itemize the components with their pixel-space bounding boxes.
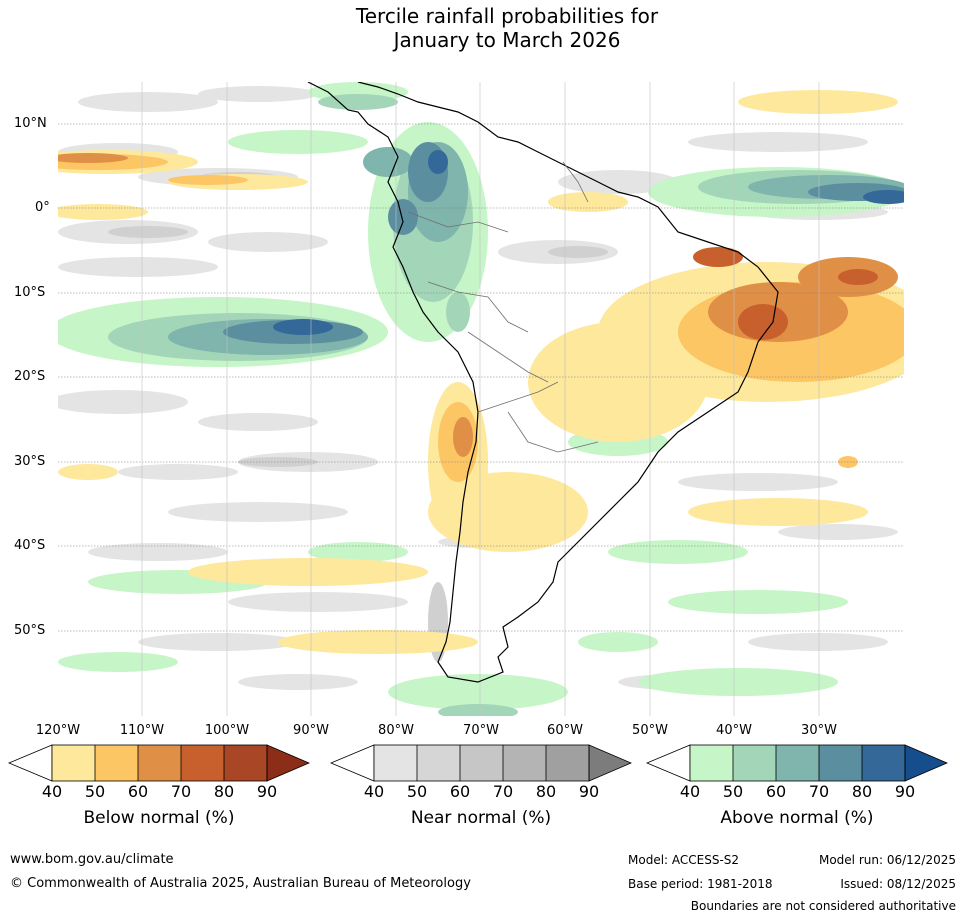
colorbar-cell — [8, 744, 53, 782]
colorbar-cell — [181, 745, 224, 781]
colorbar-tick: 70 — [492, 782, 514, 801]
colorbar-cell — [374, 745, 417, 781]
colorbar-near-normal — [330, 744, 632, 782]
chart-title: Tercile rainfall probabilities for Janua… — [0, 4, 965, 52]
copyright-text: © Commonwealth of Australia 2025, Austra… — [10, 876, 471, 891]
colorbar-cell — [733, 745, 776, 781]
colorbar-cell — [224, 745, 267, 781]
colorbar-tick: 60 — [765, 782, 787, 801]
colorbar-cell — [138, 745, 181, 781]
colorbar-tick: 70 — [170, 782, 192, 801]
lon-label: 40°W — [716, 723, 752, 738]
graticule — [58, 82, 904, 716]
south-america-coastline — [307, 82, 779, 683]
colorbar-tick: 90 — [578, 782, 600, 801]
colorbar-tick: 90 — [256, 782, 278, 801]
colorbar-tick: 80 — [535, 782, 557, 801]
lon-label: 110°W — [119, 723, 165, 738]
colorbar-cell — [503, 745, 546, 781]
colorbar-cell — [819, 745, 862, 781]
colorbar-title: Above normal (%) — [720, 808, 874, 828]
colorbar-cell — [862, 745, 905, 781]
lat-label: 20°S — [14, 369, 46, 384]
lon-label: 50°W — [632, 723, 668, 738]
colorbar-tick: 80 — [851, 782, 873, 801]
colorbar-below-normal — [8, 744, 310, 782]
lat-label: 10°S — [14, 285, 46, 300]
colorbar-cell — [776, 745, 819, 781]
colorbar-cell — [690, 745, 733, 781]
boundaries-disclaimer: Boundaries are not considered authoritat… — [690, 899, 956, 913]
model-label: Model: ACCESS-S2 — [628, 853, 740, 867]
lon-label: 90°W — [293, 723, 329, 738]
colorbar-tick: 50 — [722, 782, 744, 801]
lon-label: 80°W — [378, 723, 414, 738]
rainfall-map — [58, 82, 904, 716]
colorbar-tick: 50 — [84, 782, 106, 801]
colorbar-cell — [460, 745, 503, 781]
colorbar-cell — [95, 745, 138, 781]
colorbar-tick: 90 — [894, 782, 916, 801]
colorbar-above-normal — [646, 744, 948, 782]
colorbar-tick: 80 — [213, 782, 235, 801]
lat-label: 10°N — [14, 116, 47, 131]
base-period-label: Base period: 1981-2018 — [628, 877, 773, 891]
lat-label: 40°S — [14, 538, 46, 553]
colorbar-tick: 70 — [808, 782, 830, 801]
lon-label: 60°W — [547, 723, 583, 738]
lon-label: 120°W — [35, 723, 81, 738]
lat-label: 50°S — [14, 623, 46, 638]
colorbar-cell — [417, 745, 460, 781]
country-borders — [407, 161, 599, 453]
lon-label: 100°W — [204, 723, 250, 738]
colorbar-title: Below normal (%) — [83, 808, 235, 828]
colorbar-cell — [52, 745, 95, 781]
title-line-2: January to March 2026 — [393, 28, 621, 52]
colorbar-tick: 60 — [449, 782, 471, 801]
colorbar-tick: 40 — [41, 782, 63, 801]
lat-label: 30°S — [14, 454, 46, 469]
lon-label: 30°W — [801, 723, 837, 738]
colorbar-cell — [588, 744, 632, 782]
website-link[interactable]: www.bom.gov.au/climate — [10, 852, 174, 867]
model-run-label: Model run: 06/12/2025 — [818, 853, 956, 867]
colorbar-tick: 60 — [127, 782, 149, 801]
colorbar-cell — [266, 744, 310, 782]
colorbar-tick: 40 — [363, 782, 385, 801]
title-line-1: Tercile rainfall probabilities for — [355, 4, 659, 28]
lon-label: 70°W — [463, 723, 499, 738]
colorbar-tick: 50 — [406, 782, 428, 801]
colorbar-cell — [646, 744, 691, 782]
lat-label: 0° — [35, 200, 50, 215]
colorbar-cell — [330, 744, 375, 782]
issued-label: Issued: 08/12/2025 — [840, 877, 956, 891]
colorbar-cell — [546, 745, 589, 781]
colorbar-tick: 40 — [679, 782, 701, 801]
colorbar-cell — [904, 744, 948, 782]
colorbar-title: Near normal (%) — [410, 808, 552, 828]
